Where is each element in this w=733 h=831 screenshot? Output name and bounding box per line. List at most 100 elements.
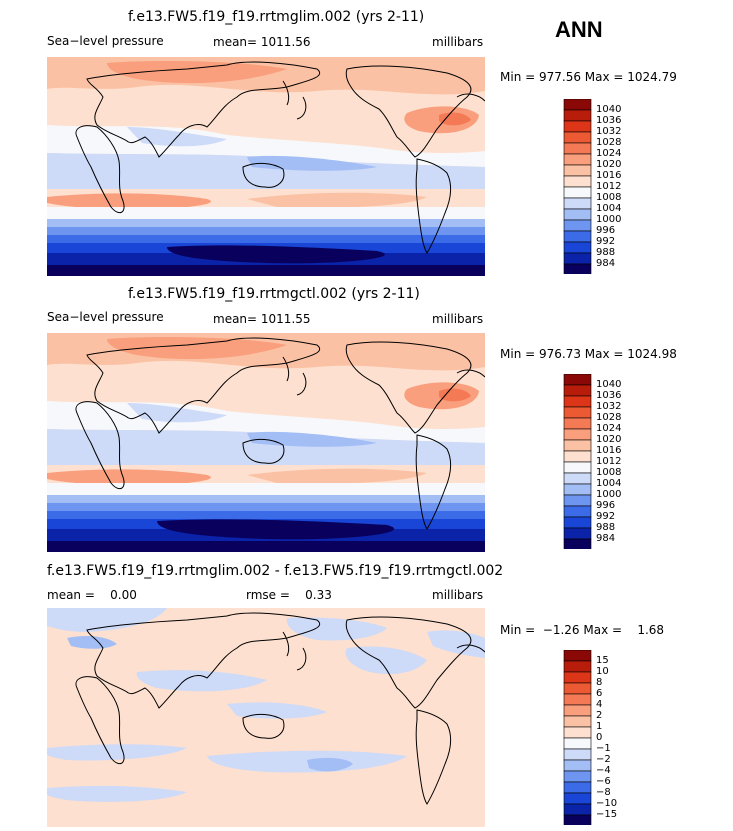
panel1-cbar-label: 996: [596, 225, 616, 236]
panel2-colorbar-bin: [563, 516, 592, 529]
panel3-colorbar-bin: [563, 693, 592, 706]
panel2-colorbar-bin: [563, 406, 592, 419]
panel1-colorbar-bin: [563, 230, 592, 243]
panel3-units: millibars: [432, 588, 484, 602]
panel2-cbar-label: 996: [596, 500, 616, 511]
panel2-colorbar-bin: [563, 417, 592, 430]
panel2-colorbar-swatches: [563, 374, 592, 549]
panel1-colorbar-swatches: [563, 99, 592, 274]
panel2-colorbar-bin: [563, 384, 592, 397]
panel3-colorbar-bin: [563, 759, 592, 772]
panel1-cbar-label: 992: [596, 236, 616, 247]
panel3-cbar-label: 10: [596, 666, 609, 677]
panel1-cbar-label: 1032: [596, 126, 622, 137]
panel1-colorbar-bin: [563, 241, 592, 254]
panel2-cbar-label: 1012: [596, 456, 622, 467]
panel3-cbar-label: 15: [596, 655, 609, 666]
panel1-units: millibars: [432, 35, 484, 49]
panel3-cbar-label: 1: [596, 721, 603, 732]
panel2-colorbar-bin: [563, 374, 592, 386]
panel1-cbar-label: 1012: [596, 181, 622, 192]
panel1-title: f.e13.FW5.f19_f19.rrtmglim.002 (yrs 2-11…: [128, 9, 425, 25]
panel3-colorbar-bin: [563, 748, 592, 761]
panel1-colorbar-bin: [563, 142, 592, 155]
panel1-colorbar-bin: [563, 109, 592, 122]
panel2-variable: Sea−level pressure: [47, 310, 164, 324]
panel3-colorbar-swatches: [563, 650, 592, 825]
panel2-slp-map: [47, 333, 485, 552]
panel2-colorbar-bin: [563, 505, 592, 518]
panel3-colorbar-bin: [563, 715, 592, 728]
panel3-cbar-label: −10: [596, 798, 618, 809]
panel3-cbar-label: −1: [596, 743, 611, 754]
panel3-mean: mean = 0.00: [47, 588, 137, 602]
panel2-colorbar-bin: [563, 439, 592, 452]
panel2-colorbar-bin: [563, 461, 592, 474]
panel2-cbar-label: 1008: [596, 467, 622, 478]
panel1-colorbar-bin: [563, 153, 592, 166]
panel2-colorbar-bin: [563, 395, 592, 408]
panel3-colorbar-bin: [563, 660, 592, 673]
panel1-mean: mean= 1011.56: [213, 35, 311, 49]
panel2-mean: mean= 1011.55: [213, 312, 311, 326]
panel1-minmax: Min = 977.56 Max = 1024.79: [500, 70, 677, 84]
panel1-colorbar-bin: [563, 208, 592, 221]
season-label: ANN: [555, 17, 603, 42]
panel1-colorbar-bin: [563, 131, 592, 144]
panel2-colorbar-bin: [563, 483, 592, 496]
panel3-cbar-label: −2: [596, 754, 611, 765]
panel1-colorbar-bin: [563, 164, 592, 177]
panel2-units: millibars: [432, 312, 484, 326]
panel3-cbar-label: −6: [596, 776, 611, 787]
panel3-colorbar-bin: [563, 737, 592, 750]
panel1-cbar-label: 1000: [596, 214, 622, 225]
panel1-cbar-label: 1028: [596, 137, 622, 148]
panel1-colorbar-bin: [563, 197, 592, 210]
panel1-cbar-label: 988: [596, 247, 616, 258]
panel2-colorbar-bin: [563, 472, 592, 485]
panel2-cbar-label: 1000: [596, 489, 622, 500]
panel3-cbar-label: 2: [596, 710, 603, 721]
panel2-cbar-label: 1004: [596, 478, 622, 489]
panel3-diff-map: [47, 608, 485, 827]
panel1-cbar-label: 1008: [596, 192, 622, 203]
panel3-rmse: rmse = 0.33: [246, 588, 332, 602]
panel2-colorbar-bin: [563, 450, 592, 463]
panel2-cbar-label: 988: [596, 522, 616, 533]
panel2-cbar-label: 1028: [596, 412, 622, 423]
panel3-cbar-label: 0: [596, 732, 603, 743]
panel2-cbar-label: 1024: [596, 423, 622, 434]
panel2-colorbar-bin: [563, 494, 592, 507]
panel3-colorbar-bin: [563, 671, 592, 684]
panel3-title: f.e13.FW5.f19_f19.rrtmglim.002 - f.e13.F…: [47, 563, 504, 579]
panel2-cbar-label: 1020: [596, 434, 622, 445]
panel3-minmax: Min = −1.26 Max = 1.68: [500, 623, 665, 637]
panel3-colorbar-bin: [563, 770, 592, 783]
panel1-cbar-label: 1036: [596, 115, 622, 126]
panel1-colorbar-bin: [563, 175, 592, 188]
panel3-colorbar-bin: [563, 814, 592, 825]
panel1-colorbar-bin: [563, 263, 592, 274]
panel3-colorbar-bin: [563, 704, 592, 717]
panel3-colorbar-bin: [563, 803, 592, 816]
panel1-cbar-label: 1024: [596, 148, 622, 159]
panel2-minmax: Min = 976.73 Max = 1024.98: [500, 347, 677, 361]
panel2-cbar-label: 984: [596, 533, 616, 544]
panel1-cbar-label: 1004: [596, 203, 622, 214]
panel1-colorbar-bin: [563, 219, 592, 232]
panel2-cbar-label: 1032: [596, 401, 622, 412]
panel3-cbar-label: 4: [596, 699, 603, 710]
panel1-slp-map: [47, 57, 485, 276]
panel1-colorbar-bin: [563, 99, 592, 111]
panel3-cbar-label: 8: [596, 677, 603, 688]
panel3-colorbar-bin: [563, 781, 592, 794]
panel2-cbar-label: 1040: [596, 379, 622, 390]
panel1-cbar-label: 1020: [596, 159, 622, 170]
panel1-cbar-label: 1040: [596, 104, 622, 115]
panel3-cbar-label: 6: [596, 688, 603, 699]
panel2-cbar-label: 992: [596, 511, 616, 522]
panel2-colorbar-bin: [563, 428, 592, 441]
panel3-colorbar-bin: [563, 650, 592, 662]
panel2-colorbar-bin: [563, 527, 592, 540]
panel2-colorbar-bin: [563, 538, 592, 549]
